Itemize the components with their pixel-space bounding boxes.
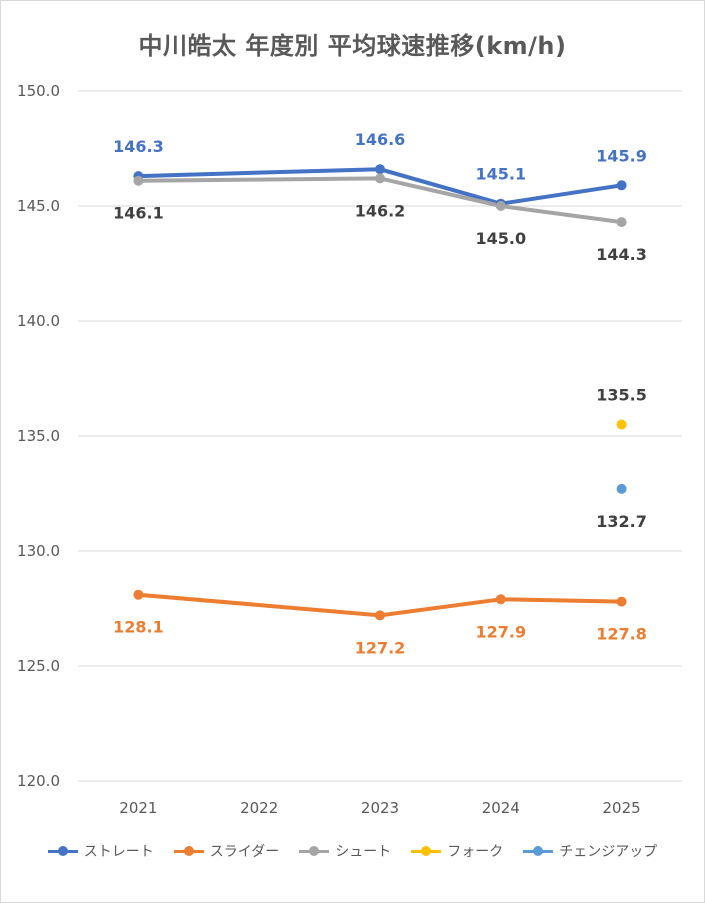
legend-marker [173, 845, 204, 857]
x-tick-label: 2022 [240, 799, 278, 817]
data-label: 127.9 [475, 622, 526, 641]
legend-marker [299, 845, 330, 857]
series-line [136, 176, 624, 225]
series-line [136, 592, 624, 618]
y-tick-label: 125.0 [17, 657, 60, 675]
x-tick-label: 2025 [603, 799, 641, 817]
data-label: 128.1 [113, 618, 164, 637]
data-label: 132.7 [596, 512, 647, 531]
x-tick-label: 2021 [119, 799, 157, 817]
legend-marker [47, 845, 78, 857]
data-label: 144.3 [596, 245, 647, 264]
data-point [375, 173, 385, 184]
chart-title: 中川皓太 年度別 平均球速推移(km/h) [138, 32, 567, 60]
data-point [375, 164, 385, 175]
data-label: 146.6 [355, 130, 406, 149]
legend-label: フォーク [447, 844, 504, 860]
data-point [616, 596, 627, 607]
chart-legend: ストレート スライダー シュート フォーク チェンジアップ [0, 841, 705, 861]
data-point [616, 419, 627, 430]
y-tick-label: 140.0 [17, 312, 60, 330]
data-label: 135.5 [596, 386, 647, 405]
legend-marker [523, 845, 554, 857]
legend-item: シュート [299, 841, 391, 861]
data-label: 146.3 [113, 137, 164, 156]
data-point [133, 175, 144, 186]
x-tick-label: 2024 [482, 799, 520, 817]
y-tick-label: 135.0 [17, 427, 60, 445]
y-tick-label: 130.0 [17, 542, 60, 560]
series-line [136, 167, 624, 206]
data-label: 145.0 [475, 229, 526, 248]
data-point [375, 610, 385, 621]
data-label: 146.2 [355, 201, 406, 220]
data-point [495, 594, 506, 605]
x-tick-label: 2023 [361, 799, 399, 817]
legend-label: チェンジアップ [559, 844, 658, 860]
data-point [495, 201, 506, 211]
legend-label: シュート [335, 844, 392, 860]
data-point [616, 180, 627, 191]
legend-item: ストレート [47, 841, 154, 861]
y-tick-label: 150.0 [17, 82, 60, 100]
data-point [133, 589, 144, 600]
legend-marker [411, 845, 442, 857]
data-label: 127.2 [355, 638, 406, 657]
y-tick-label: 120.0 [17, 772, 60, 790]
data-point [616, 483, 627, 494]
data-label: 127.8 [596, 625, 647, 644]
data-label: 145.1 [475, 165, 526, 184]
legend-item: チェンジアップ [523, 841, 657, 861]
legend-label: スライダー [209, 844, 280, 860]
legend-item: フォーク [411, 841, 503, 861]
data-label: 146.1 [113, 204, 164, 223]
y-tick-label: 145.0 [17, 197, 60, 215]
data-label: 145.9 [596, 146, 647, 165]
legend-item: スライダー [173, 841, 280, 861]
data-point [616, 217, 627, 228]
legend-label: ストレート [83, 844, 154, 860]
